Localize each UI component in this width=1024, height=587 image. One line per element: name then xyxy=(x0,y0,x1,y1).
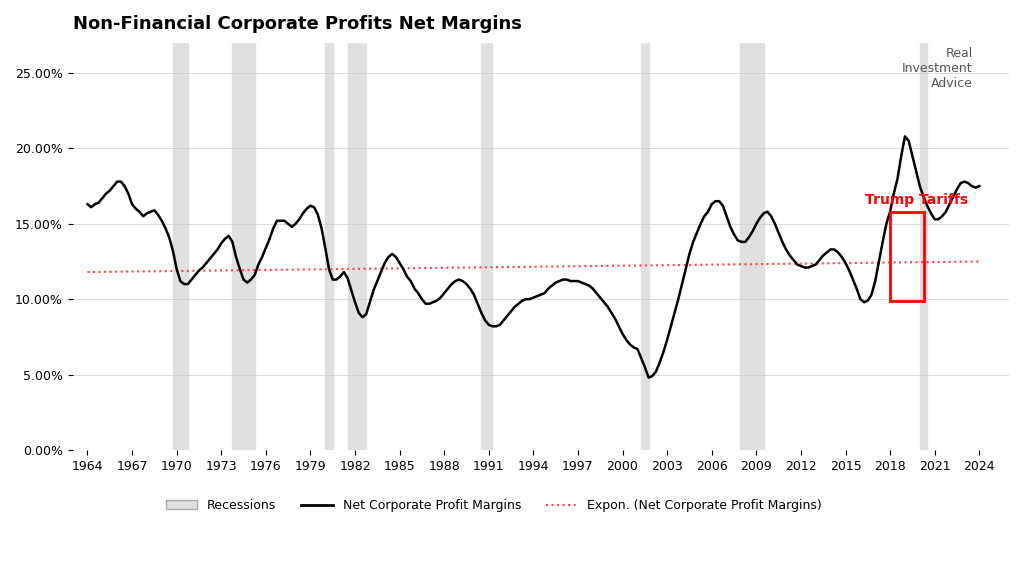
Bar xyxy=(347,43,367,450)
Bar xyxy=(232,43,255,450)
Bar xyxy=(920,43,928,450)
Bar xyxy=(641,43,648,450)
Bar xyxy=(326,43,333,450)
Bar xyxy=(173,43,187,450)
Bar xyxy=(740,43,764,450)
Text: Trump Tariffs: Trump Tariffs xyxy=(865,193,968,207)
Text: Real
Investment
Advice: Real Investment Advice xyxy=(902,47,973,90)
Bar xyxy=(481,43,493,450)
Text: Non-Financial Corporate Profits Net Margins: Non-Financial Corporate Profits Net Marg… xyxy=(73,15,521,33)
Legend: Recessions, Net Corporate Profit Margins, Expon. (Net Corporate Profit Margins): Recessions, Net Corporate Profit Margins… xyxy=(161,494,827,517)
